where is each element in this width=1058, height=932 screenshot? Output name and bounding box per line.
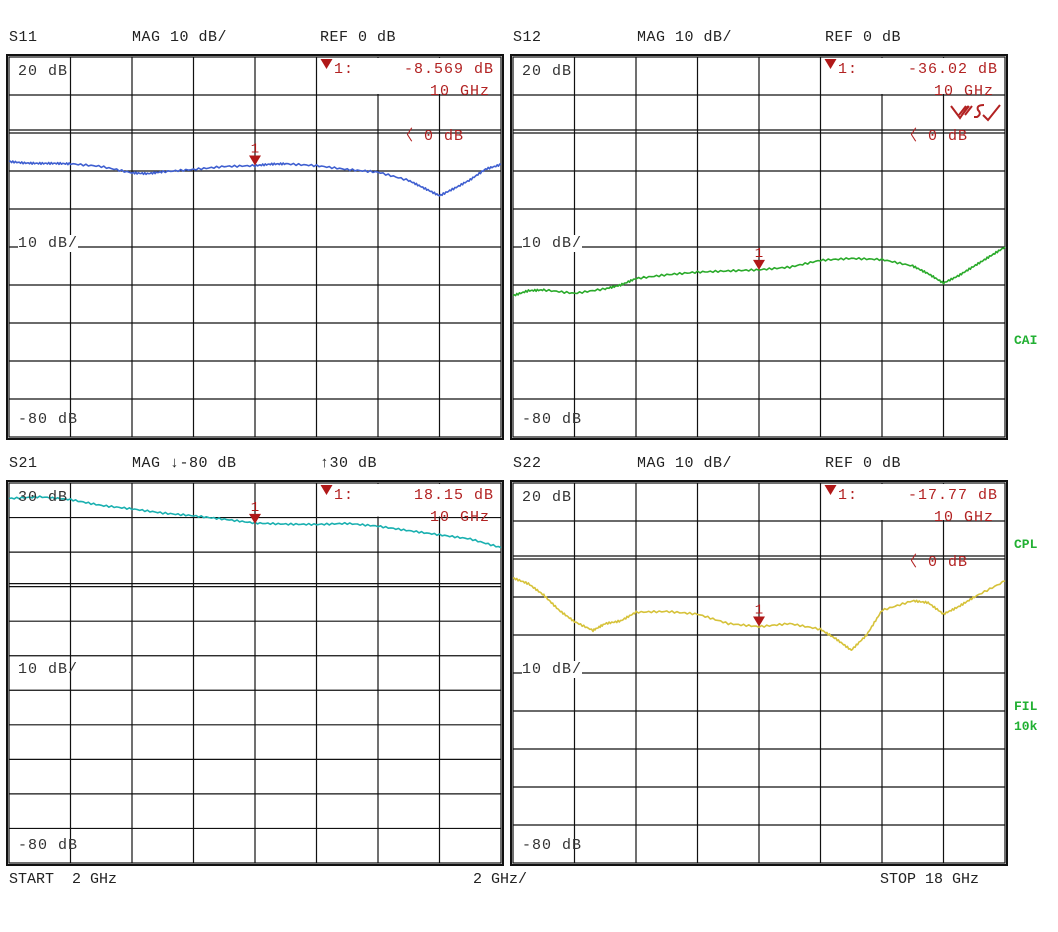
s11-marker-freq: 10 GHz (429, 83, 490, 100)
filter-indicator: FIL (1014, 699, 1038, 714)
s22-ref-marker: 〈 0 dB (902, 554, 969, 571)
s12-ydiv-label: 10 dB/ (522, 235, 583, 252)
s11-ybottom-label: -80 dB (18, 411, 79, 428)
s21-ydiv-label: 10 dB/ (18, 661, 79, 678)
s22-ybottom-label: -80 dB (522, 837, 583, 854)
s12-ref-marker: 〈 0 dB (902, 128, 969, 145)
coupled-indicator: CPL (1014, 537, 1038, 552)
s11-marker-value: -8.569 dB (403, 61, 494, 78)
s21-ytop-label: 30 dB (18, 489, 69, 506)
s11-trace (8, 160, 502, 197)
s21-title: S21 (9, 455, 38, 472)
s12-ref: REF 0 dB (825, 29, 902, 46)
filter-bandwidth: 10k (1014, 719, 1038, 734)
s22-title: S22 (513, 455, 542, 472)
s11-format: MAG 10 dB/ (132, 29, 228, 46)
s22-ydiv-label: 10 dB/ (522, 661, 583, 678)
s22-ref: REF 0 dB (825, 455, 902, 472)
s12-marker-label: 1: (838, 61, 859, 78)
s11-ref-marker: 〈 0 dB (398, 128, 465, 145)
uncal-check-icon (950, 104, 1001, 122)
frequency-per-division: 2 GHz/ (473, 871, 528, 888)
s11-ref: REF 0 dB (320, 29, 397, 46)
s21-marker-label: 1: (334, 487, 355, 504)
s22-marker-label: 1: (838, 487, 859, 504)
s11-ytop-label: 20 dB (18, 63, 69, 80)
s12-marker-freq: 10 GHz (933, 83, 994, 100)
marker-1-icon (249, 513, 261, 524)
s12-ytop-label: 20 dB (522, 63, 573, 80)
svg-text:1: 1 (251, 142, 259, 158)
s12-title: S12 (513, 29, 542, 46)
s12-marker-value: -36.02 dB (907, 61, 998, 78)
s22-format: MAG 10 dB/ (637, 455, 733, 472)
marker-1-icon (249, 155, 261, 166)
s12-ybottom-label: -80 dB (522, 411, 583, 428)
s12-format: MAG 10 dB/ (637, 29, 733, 46)
stop-frequency: STOP 18 GHz (880, 871, 980, 888)
svg-text:1: 1 (251, 500, 259, 516)
s21-ybottom-label: -80 dB (18, 837, 79, 854)
s22-marker-freq: 10 GHz (933, 509, 994, 526)
start-frequency: START 2 GHz (9, 871, 118, 888)
svg-text:1: 1 (755, 603, 763, 619)
s21-ref: ↑30 dB (320, 455, 378, 472)
s22-trace (512, 577, 1006, 651)
svg-text:1: 1 (755, 246, 763, 262)
s12-trace (512, 246, 1006, 297)
s11-marker-label: 1: (334, 61, 355, 78)
cal-indicator: CAI (1014, 333, 1038, 348)
s21-marker-value: 18.15 dB (413, 487, 494, 504)
s11-title: S11 (9, 29, 38, 46)
s21-format: MAG ↓-80 dB (132, 455, 237, 472)
s11-ydiv-label: 10 dB/ (18, 235, 79, 252)
s22-ytop-label: 20 dB (522, 489, 573, 506)
marker-1-icon (753, 259, 765, 270)
s21-marker-freq: 10 GHz (429, 509, 490, 526)
marker-1-icon (753, 616, 765, 627)
s22-marker-value: -17.77 dB (907, 487, 998, 504)
